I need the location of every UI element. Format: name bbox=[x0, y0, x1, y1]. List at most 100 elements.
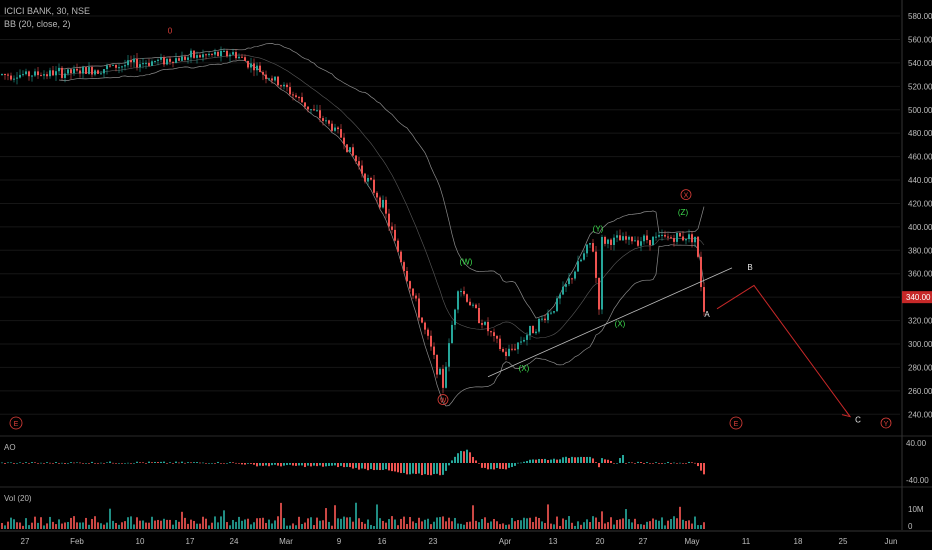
ao-bar bbox=[31, 462, 33, 463]
ao-bar bbox=[373, 463, 375, 471]
time-tick-label: 16 bbox=[378, 537, 387, 546]
ao-bar bbox=[484, 463, 486, 468]
ao-bar bbox=[349, 463, 351, 468]
time-tick-label: Apr bbox=[499, 537, 512, 546]
ao-bar bbox=[577, 457, 579, 463]
candle-down bbox=[346, 144, 348, 152]
volume-bar bbox=[304, 522, 306, 529]
volume-bar bbox=[448, 517, 450, 529]
ao-bar bbox=[7, 462, 9, 464]
ao-bar bbox=[91, 461, 93, 463]
ao-bar bbox=[697, 463, 699, 467]
ao-bar bbox=[631, 462, 633, 464]
candle-down bbox=[163, 57, 165, 65]
ao-pane[interactable]: AO bbox=[0, 435, 932, 476]
time-tick-label: 18 bbox=[794, 537, 803, 546]
ao-bar bbox=[451, 460, 453, 463]
volume-bar bbox=[604, 523, 606, 529]
candle-down bbox=[292, 94, 294, 96]
ao-bar bbox=[25, 462, 27, 463]
ao-bar bbox=[550, 459, 552, 463]
volume-bar bbox=[55, 524, 57, 529]
volume-bar bbox=[295, 525, 297, 529]
wave-label: (Z) bbox=[678, 208, 689, 217]
candle-down bbox=[328, 120, 330, 124]
volume-bar bbox=[499, 524, 501, 529]
candle-down bbox=[193, 50, 195, 58]
candle-down bbox=[379, 197, 381, 208]
time-tick-label: 24 bbox=[230, 537, 239, 546]
ao-bar bbox=[655, 462, 657, 463]
ao-bar bbox=[208, 463, 210, 464]
volume-bar bbox=[388, 519, 390, 529]
price-axis[interactable]: 580.00 560.00 540.00 520.00 500.00 480.00 460.… bbox=[901, 0, 932, 531]
candle-down bbox=[376, 192, 378, 198]
candle-down bbox=[697, 236, 699, 257]
volume-bar bbox=[406, 524, 408, 529]
volume-bar bbox=[385, 522, 387, 529]
ao-bar bbox=[595, 462, 597, 463]
candle-up bbox=[232, 52, 234, 55]
candle-up bbox=[661, 234, 663, 236]
ao-bar bbox=[352, 463, 354, 469]
volume-bar bbox=[76, 522, 78, 529]
volume-bar bbox=[313, 525, 315, 529]
time-axis[interactable]: 27 Feb 10 17 24 Mar 9 16 23 Apr 13 20 27 May 11 18 25 Jun bbox=[0, 530, 932, 546]
ao-bar bbox=[175, 461, 177, 463]
ao-bar bbox=[217, 461, 219, 463]
ao-bar bbox=[223, 463, 225, 464]
candle-down bbox=[403, 262, 405, 271]
candle-up bbox=[547, 313, 549, 321]
volume-bar bbox=[94, 516, 96, 529]
candle-down bbox=[331, 123, 333, 131]
ao-bar bbox=[433, 463, 435, 475]
candle-down bbox=[511, 348, 513, 350]
ao-bar bbox=[502, 463, 504, 469]
ao-bar bbox=[139, 462, 141, 463]
volume-bar bbox=[163, 518, 165, 529]
volume-bar bbox=[664, 525, 666, 529]
volume-bar bbox=[481, 519, 483, 529]
wave-label: Y bbox=[884, 421, 889, 428]
ao-bar bbox=[478, 463, 480, 464]
volume-bar bbox=[532, 521, 534, 529]
candle-down bbox=[631, 236, 633, 242]
volume-bar bbox=[586, 519, 588, 529]
volume-bar bbox=[358, 518, 360, 529]
ao-bar bbox=[493, 463, 495, 470]
candle-down bbox=[304, 102, 306, 107]
ao-title: AO bbox=[4, 443, 16, 452]
candle-down bbox=[355, 155, 357, 162]
candle-up bbox=[634, 240, 636, 242]
ao-bar bbox=[430, 463, 432, 476]
ao-bar bbox=[307, 463, 309, 466]
ao-bar bbox=[64, 463, 66, 464]
volume-bar bbox=[517, 520, 519, 529]
e-marker-circle bbox=[9, 416, 23, 430]
ao-bar bbox=[250, 463, 252, 464]
volume-bar bbox=[625, 509, 627, 529]
ao-bar bbox=[49, 462, 51, 464]
ao-bar bbox=[121, 463, 123, 464]
bb-upper bbox=[59, 43, 705, 319]
volume-bar bbox=[250, 524, 252, 529]
ao-bar bbox=[187, 462, 189, 463]
ao-bar bbox=[667, 461, 669, 463]
time-tick-label: 10 bbox=[136, 537, 145, 546]
volume-bar bbox=[169, 519, 171, 529]
volume-pane[interactable]: Vol (20) bbox=[0, 486, 932, 529]
volume-bar bbox=[436, 517, 438, 529]
candle-up bbox=[208, 53, 210, 56]
volume-bar bbox=[421, 521, 423, 529]
volume-bar bbox=[523, 517, 525, 529]
candle-up bbox=[577, 261, 579, 272]
ao-bar bbox=[202, 462, 204, 464]
volume-bar bbox=[577, 521, 579, 529]
candle-up bbox=[112, 64, 114, 66]
ao-bar bbox=[310, 463, 312, 467]
ao-bar bbox=[367, 463, 369, 471]
candle-down bbox=[598, 277, 600, 310]
volume-bar bbox=[631, 522, 633, 529]
candle-down bbox=[595, 251, 597, 278]
